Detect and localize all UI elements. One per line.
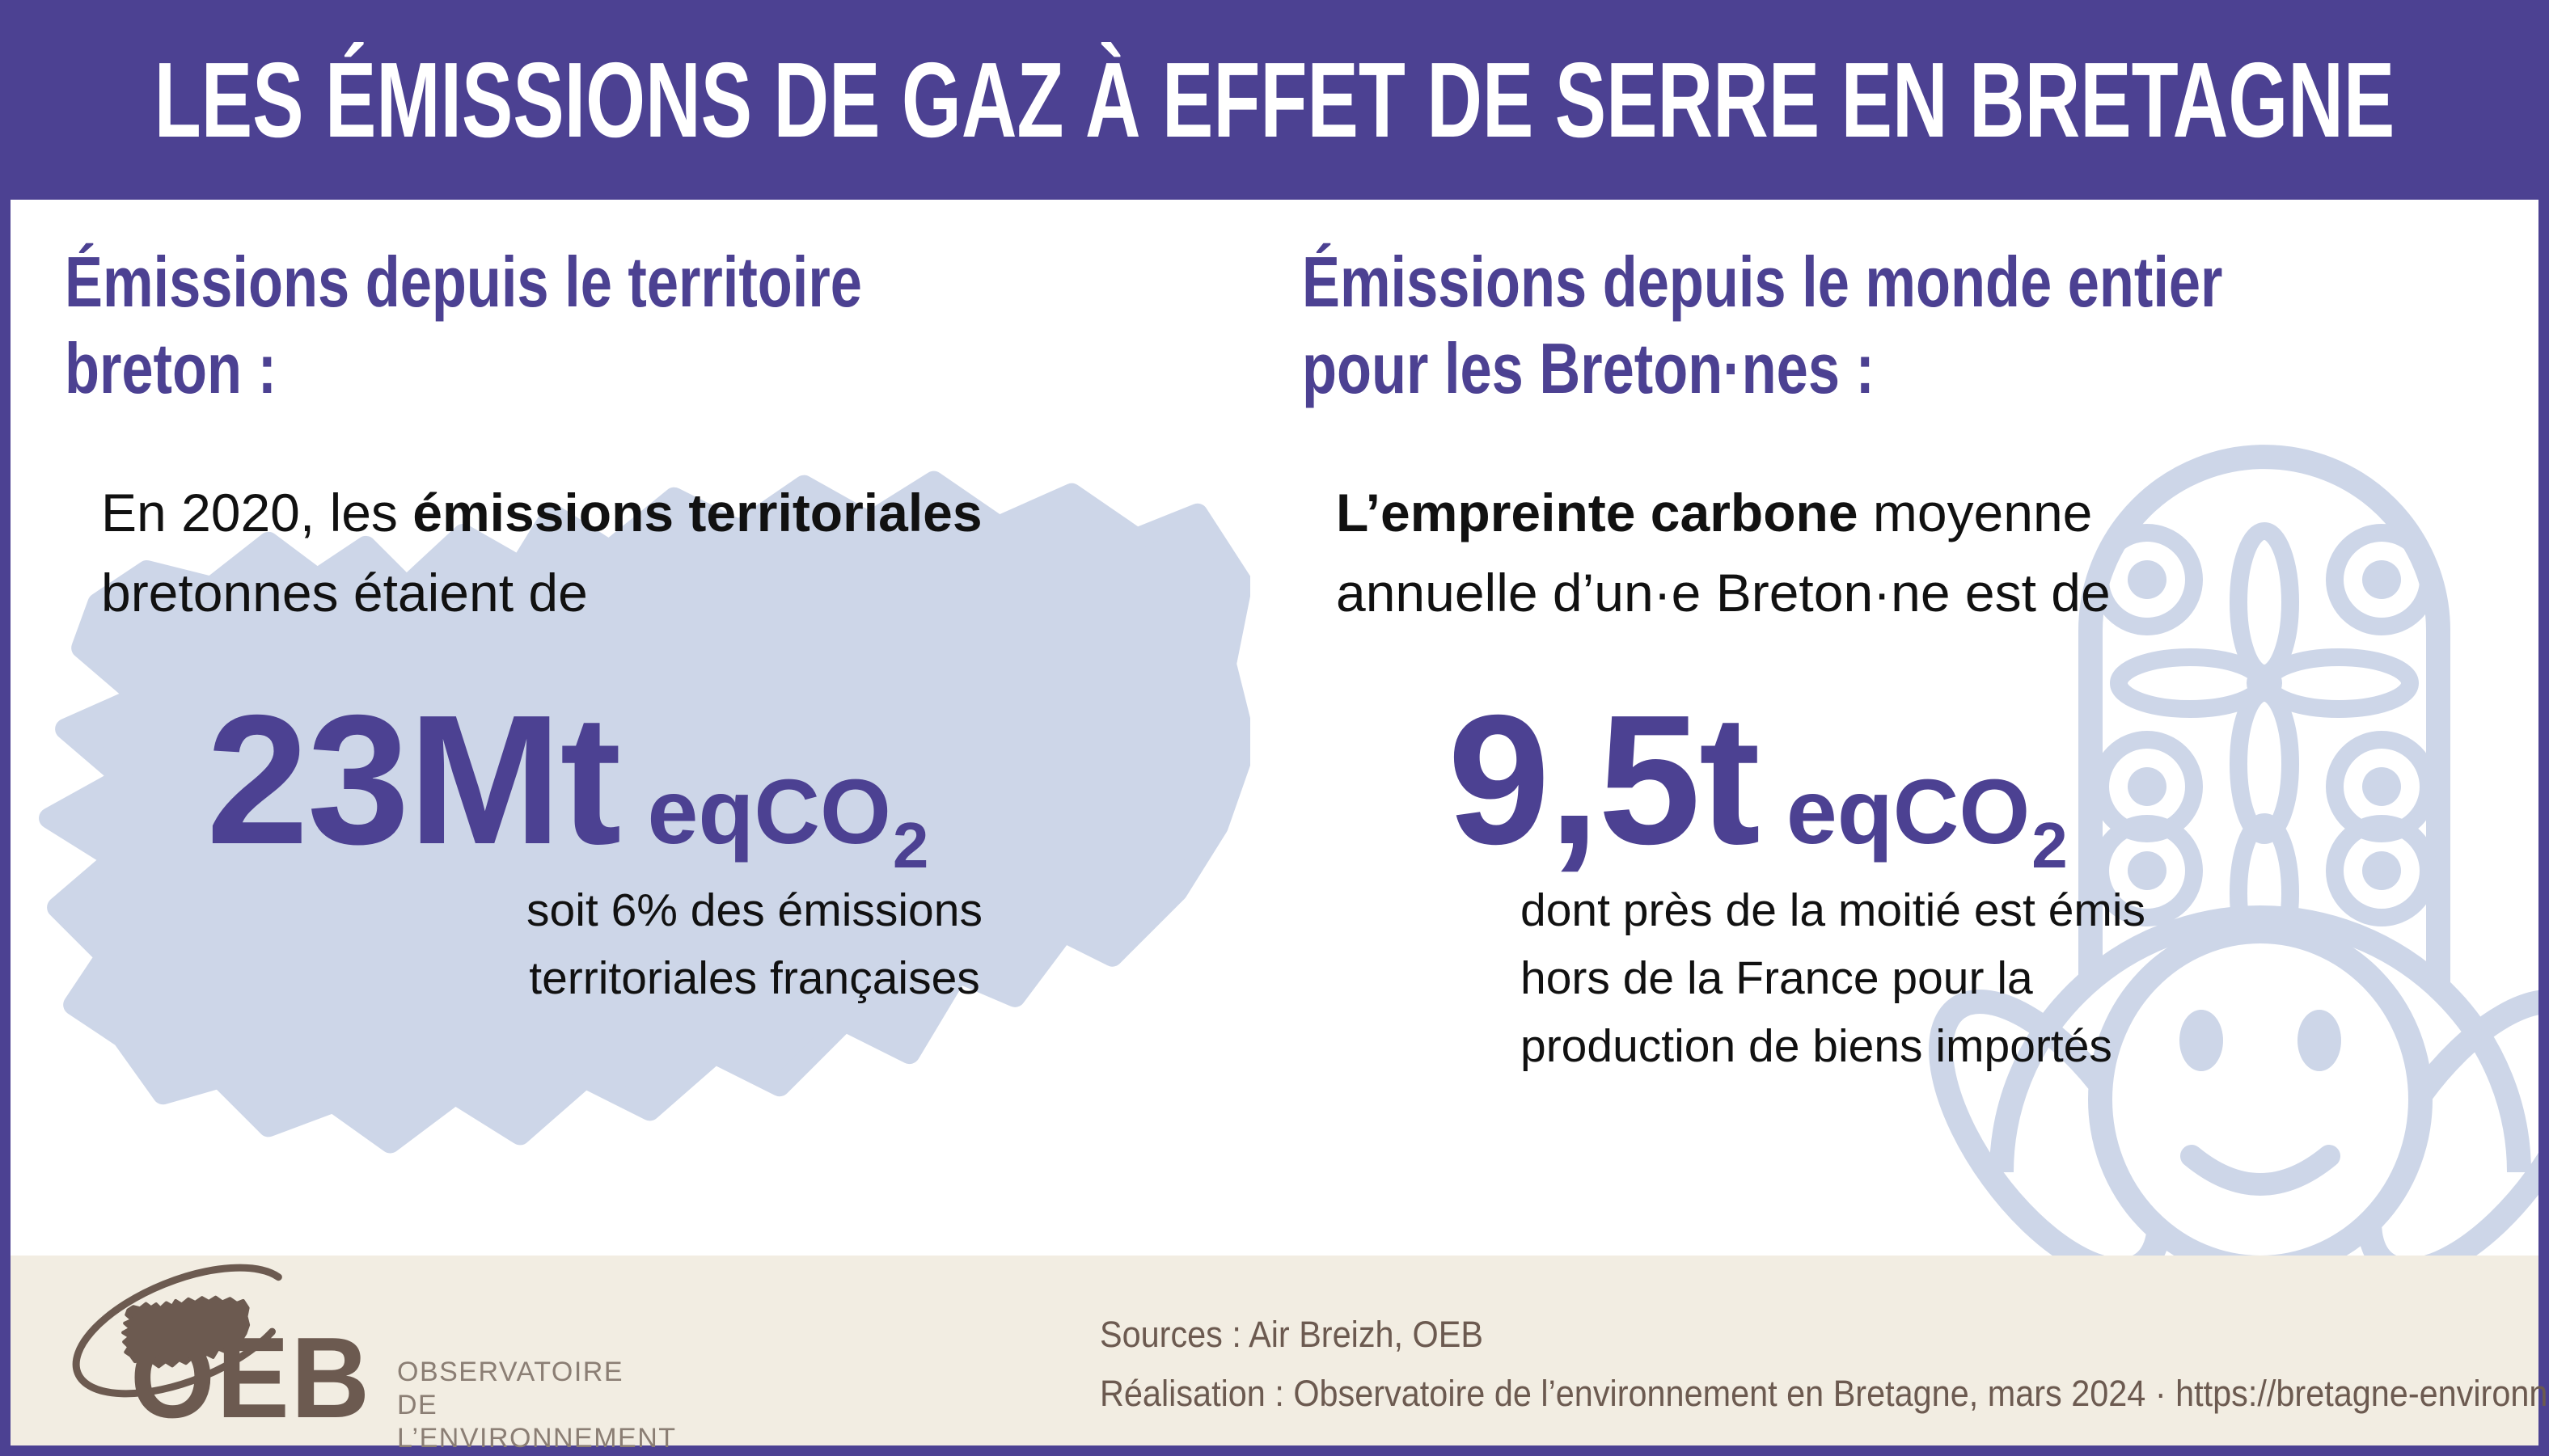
oeb-logo: OEB OBSERVATOIRE DE L’ENVIRONNEMENT EN B… <box>57 1264 675 1456</box>
right-key-figure: 9,5 t eqCO 2 <box>1448 675 2068 886</box>
page-title: LES ÉMISSIONS DE GAZ À EFFET DE SERRE EN… <box>154 40 2395 159</box>
oeb-logo-swoosh-icon <box>72 1264 294 1398</box>
footer-band: OEB OBSERVATOIRE DE L’ENVIRONNEMENT EN B… <box>11 1256 2549 1456</box>
right-intro-line2: annuelle d’un·e Breton·ne est de <box>1336 563 2111 622</box>
right-caption-line3: production de biens importés <box>1520 1019 2112 1072</box>
left-value: 23 <box>206 677 410 883</box>
right-unit: t <box>1698 677 1761 883</box>
left-eqco2-subscript: 2 <box>892 809 929 881</box>
credits-text: Sources : Air Breizh, OEB Réalisation : … <box>1100 1306 2549 1424</box>
left-intro-bold: émissions territoriales <box>412 483 983 542</box>
left-key-figure: 23 Mt eqCO 2 <box>206 675 929 886</box>
right-caption-line1: dont près de la moitié est émis <box>1520 884 2146 936</box>
left-intro-text: En 2020, les émissions territoriales bre… <box>101 473 983 633</box>
left-eqco2-label: eqCO <box>647 761 891 863</box>
oeb-logo-mark: OEB <box>57 1264 370 1442</box>
oeb-logo-acronym: OEB <box>130 1314 372 1442</box>
content-area: Émissions depuis le territoire breton : … <box>11 200 2549 1456</box>
bigouden-figure-illustration <box>1929 445 2538 1256</box>
right-intro-suffix: moyenne <box>1858 483 2093 542</box>
oeb-logo-org-name: OBSERVATOIRE DE L’ENVIRONNEMENT EN BRETA… <box>397 1356 677 1456</box>
left-caption-line2: territoriales françaises <box>529 952 980 1004</box>
oeb-org-line1: OBSERVATOIRE <box>397 1357 624 1387</box>
left-column-heading: Émissions depuis le territoire breton : <box>65 238 1061 412</box>
right-intro-bold: L’empreinte carbone <box>1336 483 1858 542</box>
main-panel: Émissions depuis le territoire breton : … <box>11 200 2538 1256</box>
sources-line: Sources : Air Breizh, OEB <box>1100 1314 1483 1355</box>
left-caption-line1: soit 6% des émissions <box>526 884 983 936</box>
right-caption-line2: hors de la France pour la <box>1520 952 2033 1004</box>
oeb-org-line2: DE L’ENVIRONNEMENT <box>397 1389 677 1454</box>
left-heading-line2: breton : <box>65 328 277 409</box>
right-heading-line1: Émissions depuis le monde entier <box>1302 242 2223 322</box>
realisation-line: Réalisation : Observatoire de l’environn… <box>1100 1372 2549 1414</box>
right-column-heading: Émissions depuis le monde entier pour le… <box>1302 238 2453 412</box>
right-caption: dont près de la moitié est émis hors de … <box>1520 877 2145 1080</box>
left-intro-line2: bretonnes étaient de <box>101 563 588 622</box>
left-heading-line1: Émissions depuis le territoire <box>65 242 862 322</box>
right-value: 9,5 <box>1448 677 1701 883</box>
right-eqco2-subscript: 2 <box>2031 809 2068 881</box>
header-band: LES ÉMISSIONS DE GAZ À EFFET DE SERRE EN… <box>0 0 2549 200</box>
left-unit: Mt <box>408 677 622 883</box>
left-intro-prefix: En 2020, les <box>101 483 413 542</box>
right-eqco2-label: eqCO <box>1786 761 2031 863</box>
right-heading-line2: pour les Breton·nes : <box>1302 328 1875 409</box>
left-caption: soit 6% des émissions territoriales fran… <box>496 877 1013 1013</box>
right-intro-text: L’empreinte carbone moyenne annuelle d’u… <box>1336 473 2111 633</box>
